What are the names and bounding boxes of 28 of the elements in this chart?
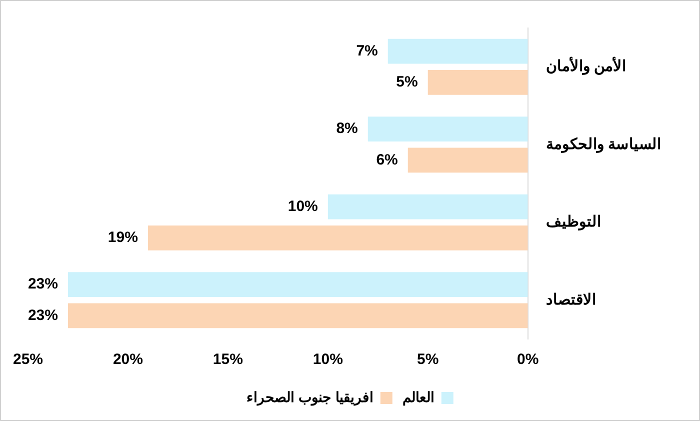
x-tick-label: 10% (312, 351, 343, 368)
bar (408, 148, 528, 173)
bar (368, 116, 528, 142)
bar (428, 70, 528, 95)
bar (388, 38, 528, 64)
bar (68, 272, 528, 298)
x-tick-label: 5% (417, 351, 439, 368)
data-label: 10% (288, 198, 318, 215)
x-tick-label: 20% (112, 351, 143, 368)
x-tick-label: 25% (12, 351, 44, 368)
y-tick-label: الاقتصاد (546, 291, 596, 308)
y-tick-label: الأمن والأمان (546, 56, 626, 76)
data-label: 19% (108, 229, 138, 246)
bar (328, 194, 528, 220)
bar (68, 303, 528, 328)
data-label: 23% (28, 306, 58, 324)
data-label: 5% (396, 74, 418, 91)
bar (148, 225, 528, 250)
data-label: 7% (356, 42, 378, 60)
y-tick-label: التوظيف (546, 214, 601, 231)
data-label: 8% (336, 120, 358, 138)
data-label: 6% (376, 151, 398, 168)
x-tick-label: 15% (212, 351, 243, 368)
legend-label: العالم (402, 388, 434, 406)
x-tick-label: 0% (516, 351, 539, 368)
y-tick-label: السياسة والحكومة (546, 136, 662, 153)
legend-label: افريقيا جنوب الصحراء (246, 388, 374, 406)
data-label: 23% (28, 276, 58, 293)
